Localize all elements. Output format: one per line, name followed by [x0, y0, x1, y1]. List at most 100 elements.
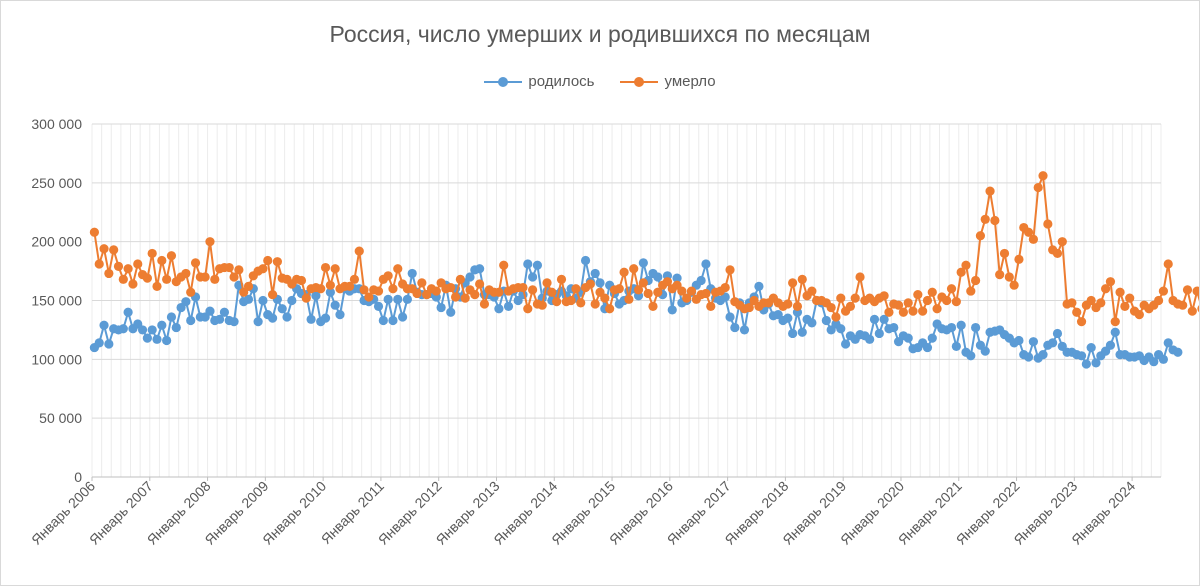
- data-point-died: [653, 287, 663, 297]
- y-tick-label: 250 000: [31, 175, 82, 191]
- data-point-died: [1038, 171, 1048, 181]
- data-point-died: [1033, 182, 1043, 193]
- data-point-born: [253, 317, 263, 327]
- data-point-died: [1105, 277, 1116, 287]
- data-point-died: [807, 286, 817, 296]
- data-point-born: [243, 294, 254, 304]
- data-point-died: [345, 281, 355, 291]
- data-point-died: [797, 274, 807, 284]
- data-point-born: [532, 260, 543, 270]
- y-tick-label: 300 000: [31, 116, 82, 132]
- data-point-born: [1052, 328, 1063, 339]
- data-point-died: [475, 279, 485, 289]
- data-point-died: [104, 268, 114, 279]
- data-point-died: [89, 227, 100, 237]
- data-point-died: [1163, 259, 1173, 269]
- data-point-born: [402, 294, 413, 304]
- data-point-born: [889, 322, 899, 333]
- data-point-died: [147, 248, 157, 259]
- data-point-died: [446, 282, 456, 293]
- data-point-died: [999, 248, 1010, 259]
- data-point-died: [181, 268, 191, 279]
- data-point-born: [503, 301, 514, 311]
- data-point-died: [1072, 307, 1082, 317]
- data-point-born: [1014, 335, 1024, 346]
- data-point-died: [600, 293, 610, 303]
- data-point-born: [523, 259, 533, 269]
- data-point-died: [1052, 248, 1063, 259]
- data-point-died: [918, 306, 928, 316]
- data-point-died: [224, 262, 234, 273]
- legend-item-born: родилось: [484, 73, 594, 90]
- data-point-died: [152, 281, 162, 291]
- data-point-born: [922, 342, 933, 353]
- data-point-born: [1158, 354, 1169, 364]
- data-point-died: [1125, 293, 1135, 303]
- data-point-born: [590, 268, 600, 279]
- data-point-born: [282, 312, 292, 322]
- data-point-died: [142, 273, 152, 283]
- data-point-born: [436, 302, 446, 313]
- data-point-died: [855, 272, 865, 282]
- legend-item-died: умерло: [620, 73, 716, 90]
- data-point-died: [850, 293, 860, 303]
- data-point-born: [320, 313, 331, 323]
- data-point-died: [1115, 287, 1125, 297]
- data-point-born: [166, 312, 177, 322]
- data-point-died: [783, 299, 793, 309]
- data-point-died: [961, 260, 971, 270]
- data-point-died: [552, 297, 562, 307]
- data-point-died: [975, 231, 986, 241]
- data-point-died: [210, 274, 220, 284]
- data-point-died: [373, 286, 384, 296]
- y-tick-label: 100 000: [31, 351, 82, 367]
- data-point-died: [354, 246, 364, 256]
- data-point-died: [788, 278, 798, 288]
- data-point-died: [229, 272, 239, 282]
- data-point-died: [330, 264, 340, 274]
- data-point-born: [157, 320, 167, 330]
- data-point-died: [725, 265, 735, 275]
- data-point-died: [1192, 286, 1199, 296]
- data-point-died: [956, 267, 966, 277]
- data-point-born: [927, 333, 937, 343]
- data-point-born: [869, 314, 880, 324]
- data-point-died: [590, 299, 600, 309]
- data-point-born: [152, 334, 162, 344]
- data-point-died: [547, 287, 557, 297]
- data-point-died: [1187, 306, 1197, 316]
- data-point-died: [942, 295, 952, 306]
- data-point-died: [166, 251, 177, 261]
- data-point-born: [373, 301, 384, 311]
- data-point-born: [229, 317, 239, 327]
- data-point-died: [629, 264, 639, 274]
- data-point-died: [1043, 219, 1053, 229]
- data-point-born: [142, 333, 152, 343]
- chart-legend: родилось умерло: [1, 73, 1199, 90]
- data-point-born: [162, 335, 172, 346]
- data-point-born: [580, 255, 591, 266]
- data-point-died: [113, 261, 124, 271]
- data-point-died: [556, 274, 567, 284]
- legend-label-born: родилось: [528, 73, 595, 90]
- data-point-born: [903, 333, 913, 343]
- data-point-died: [971, 275, 981, 286]
- data-point-died: [499, 260, 509, 270]
- data-point-born: [1105, 340, 1116, 350]
- data-point-died: [1076, 317, 1087, 327]
- data-point-died: [364, 292, 374, 302]
- data-point-died: [648, 301, 658, 311]
- data-point-died: [1086, 295, 1096, 306]
- data-point-died: [624, 294, 634, 304]
- data-point-died: [157, 255, 167, 266]
- data-point-died: [200, 272, 210, 282]
- data-point-born: [94, 338, 104, 348]
- data-point-born: [287, 295, 297, 306]
- data-point-died: [1028, 234, 1038, 244]
- data-point-died: [980, 214, 990, 224]
- data-point-died: [417, 278, 427, 288]
- legend-label-died: умерло: [664, 73, 716, 90]
- data-point-died: [94, 259, 104, 269]
- data-point-died: [706, 301, 716, 311]
